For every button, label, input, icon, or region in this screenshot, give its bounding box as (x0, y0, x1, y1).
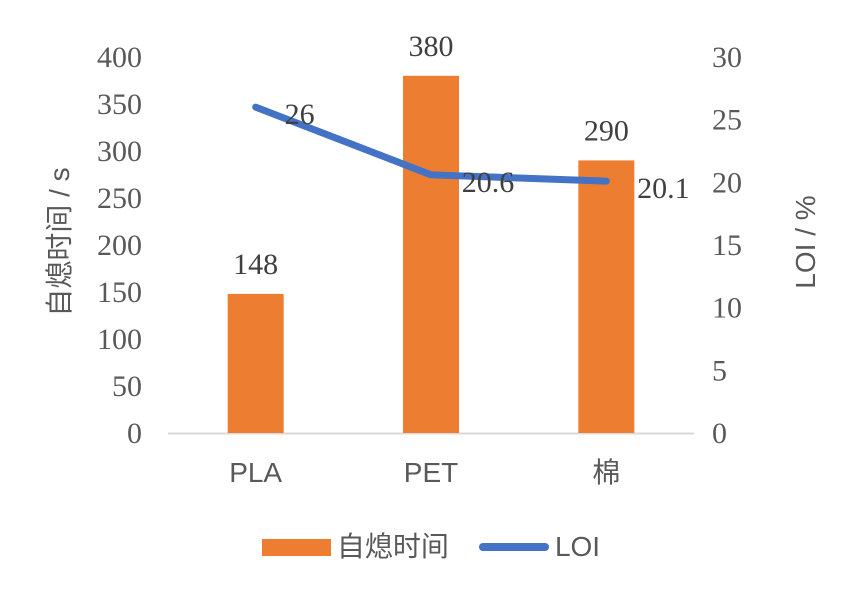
right-axis-tick-label: 25 (712, 104, 742, 137)
left-axis-tick-label: 250 (97, 182, 142, 215)
right-axis-tick-label: 15 (712, 229, 742, 262)
bar-series-swatch (261, 538, 331, 556)
left-axis-tick-label: 150 (97, 276, 142, 309)
bar-棉 (578, 160, 635, 433)
left-axis-tick-label: 50 (112, 370, 142, 403)
legend-item-line-series: LOI (478, 531, 601, 562)
legend: 自熄时间 LOI (168, 531, 694, 563)
left-axis-tick-label: 300 (97, 135, 142, 168)
line-series-swatch (478, 543, 549, 551)
right-axis-tick-label: 0 (712, 417, 727, 450)
line-data-label: 26 (285, 98, 315, 131)
loi-line (252, 103, 610, 185)
bar-data-label: 290 (584, 114, 629, 147)
right-axis-tick-label: 10 (712, 292, 742, 325)
bar-data-label: 148 (233, 248, 278, 281)
right-axis-tick-label: 5 (712, 354, 727, 387)
left-axis-tick-label: 200 (97, 229, 142, 262)
left-axis-title: 自熄时间 / s (44, 167, 75, 317)
line-data-label: 20.1 (637, 172, 690, 205)
bar-data-label: 380 (409, 30, 454, 63)
legend-label-line-series: LOI (554, 531, 601, 562)
legend-label-bar-series: 自熄时间 (336, 531, 449, 562)
right-axis-tick-label: 30 (712, 41, 742, 74)
x-category-label: PLA (229, 457, 282, 488)
bar-PET (403, 75, 459, 434)
left-axis-tick-label: 400 (97, 41, 142, 74)
line-data-label: 20.6 (462, 166, 515, 199)
right-axis-tick-label: 20 (712, 166, 742, 199)
right-axis-title: LOI / % (790, 195, 821, 289)
x-category-label: 棉 (592, 457, 620, 488)
left-axis-tick-label: 0 (127, 417, 142, 450)
legend-item-bar-series: 自熄时间 (261, 531, 449, 562)
x-category-label: PET (404, 457, 458, 488)
bar-PLA (227, 293, 284, 433)
left-axis-tick-label: 100 (97, 323, 142, 356)
left-axis-tick-label: 350 (97, 88, 142, 121)
